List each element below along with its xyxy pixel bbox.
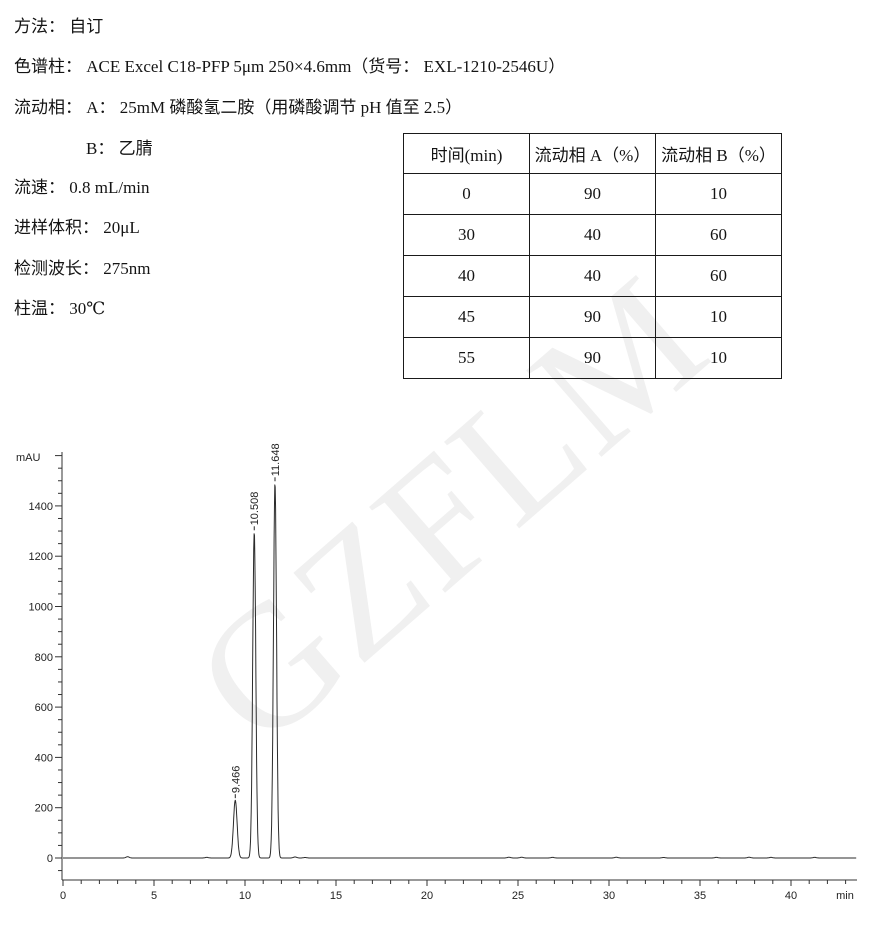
y-axis-unit-label: mAU: [16, 452, 41, 464]
table-cell: 0: [403, 173, 530, 215]
table-cell: 10: [655, 337, 782, 379]
table-cell: 40: [403, 255, 530, 297]
table-cell: 60: [655, 214, 782, 256]
table-cell: 30: [403, 214, 530, 256]
x-axis-unit-label: min: [836, 890, 854, 902]
x-tick-label: 30: [603, 890, 615, 902]
x-tick-label: 35: [694, 890, 706, 902]
gradient-table-header-phase-a: 流动相 A（%）: [529, 133, 656, 174]
gradient-table-header-time: 时间(min): [403, 133, 530, 174]
gradient-table-container: 时间(min) 流动相 A（%） 流动相 B（%） 0 90 10 30 40 …: [403, 133, 782, 379]
method-line: 方法： 自订: [14, 17, 104, 36]
column-line: 色谱柱： ACE Excel C18-PFP 5μm 250×4.6mm（货号：…: [14, 57, 566, 76]
table-cell: 10: [655, 296, 782, 338]
table-row: 55 90 10: [403, 337, 782, 379]
detection-wavelength-line: 检测波长： 275nm: [14, 259, 151, 278]
table-row: 30 40 60: [403, 214, 782, 256]
injection-volume-line: 进样体积： 20μL: [14, 218, 140, 237]
y-tick-label: 800: [35, 652, 53, 664]
x-tick-label: 10: [239, 890, 251, 902]
gradient-table-header-phase-b: 流动相 B（%）: [655, 133, 782, 174]
table-row: 45 90 10: [403, 296, 782, 338]
table-cell: 60: [655, 255, 782, 297]
table-row: 40 40 60: [403, 255, 782, 297]
y-tick-label: 1000: [29, 602, 53, 614]
peak-retention-time-label: 9.466: [230, 766, 242, 794]
y-tick-label: 600: [35, 702, 53, 714]
table-cell: 90: [529, 337, 656, 379]
table-cell: 40: [529, 255, 656, 297]
flow-rate-line: 流速： 0.8 mL/min: [14, 178, 150, 197]
x-tick-label: 25: [512, 890, 524, 902]
x-tick-label: 0: [60, 890, 66, 902]
table-cell: 45: [403, 296, 530, 338]
column-temperature-line: 柱温： 30℃: [14, 299, 106, 318]
y-tick-label: 0: [47, 853, 53, 865]
x-tick-label: 40: [785, 890, 797, 902]
table-cell: 10: [655, 173, 782, 215]
x-tick-label: 5: [151, 890, 157, 902]
peak-retention-time-label: 10.508: [249, 492, 261, 526]
table-cell: 90: [529, 173, 656, 215]
y-tick-label: 1400: [29, 501, 53, 513]
y-tick-label: 400: [35, 752, 53, 764]
table-cell: 40: [529, 214, 656, 256]
y-tick-label: 1200: [29, 551, 53, 563]
table-cell: 55: [403, 337, 530, 379]
y-tick-label: 200: [35, 803, 53, 815]
mobile-phase-a-line: 流动相： A： 25mM 磷酸氢二胺（用磷酸调节 pH 值至 2.5）: [14, 98, 463, 117]
chromatogram-chart: 0 200 400 600 800 1000 1200 1400 0 5 10 15 20 25 30 35 4…: [16, 443, 857, 902]
gradient-table: 时间(min) 流动相 A（%） 流动相 B（%） 0 90 10 30 40 …: [403, 133, 782, 379]
peak-retention-time-label: 11.648: [270, 443, 282, 476]
gradient-table-header-row: 时间(min) 流动相 A（%） 流动相 B（%）: [403, 133, 782, 174]
chromatogram-trace: [62, 484, 857, 859]
table-cell: 90: [529, 296, 656, 338]
table-row: 0 90 10: [403, 173, 782, 215]
x-tick-label: 20: [421, 890, 433, 902]
mobile-phase-b-line: B： 乙腈: [86, 139, 153, 158]
x-tick-label: 15: [330, 890, 342, 902]
